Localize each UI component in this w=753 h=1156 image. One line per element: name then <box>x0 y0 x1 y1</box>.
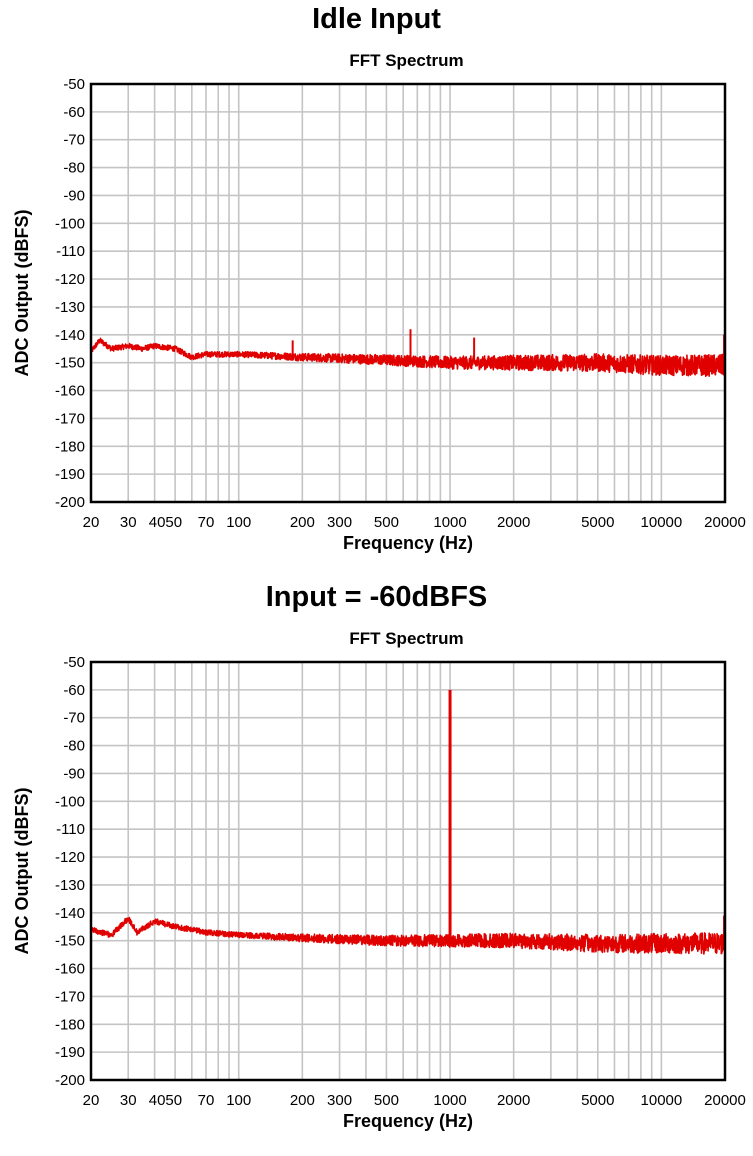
y-tick-label: -130 <box>55 299 85 316</box>
y-tick-label: -180 <box>55 438 85 455</box>
x-tick-label: 20000 <box>704 514 746 531</box>
x-tick-label: 20 <box>83 514 100 531</box>
x-tick-label: 300 <box>327 1092 352 1109</box>
y-axis-label: ADC Output (dBFS) <box>12 210 32 377</box>
y-tick-label: -80 <box>63 160 85 177</box>
x-tick-label: 10000 <box>641 1092 683 1109</box>
x-tick-label: 20000 <box>704 1092 746 1109</box>
y-tick-label: -130 <box>55 877 85 894</box>
y-tick-label: -160 <box>55 383 85 400</box>
x-tick-label: 100 <box>226 514 251 531</box>
y-tick-label: -190 <box>55 1044 85 1061</box>
x-tick-label: 70 <box>198 1092 215 1109</box>
x-tick-label: 500 <box>374 514 399 531</box>
x-axis-label: Frequency (Hz) <box>343 533 473 553</box>
x-tick-label: 20 <box>83 1092 100 1109</box>
y-tick-label: -140 <box>55 327 85 344</box>
y-tick-label: -170 <box>55 410 85 427</box>
y-tick-label: -120 <box>55 271 85 288</box>
plot-border <box>89 82 727 504</box>
y-tick-label: -160 <box>55 961 85 978</box>
x-tick-label: 2000 <box>497 1092 530 1109</box>
plot-border <box>89 660 727 1082</box>
x-tick-label: 30 <box>120 514 137 531</box>
x-tick-label: 5000 <box>581 514 614 531</box>
y-axis-label: ADC Output (dBFS) <box>12 788 32 955</box>
y-tick-label: -80 <box>63 738 85 755</box>
y-tick-label: -190 <box>55 466 85 483</box>
x-tick-label: 100 <box>226 1092 251 1109</box>
y-tick-label: -200 <box>55 494 85 511</box>
x-tick-label: 5000 <box>581 1092 614 1109</box>
plot-area: -50 -60 -70 -80 -90 -100 -110 -120 -130 -140 -150 -… <box>12 76 746 553</box>
y-tick-label: -200 <box>55 1072 85 1089</box>
plot-area: -50 -60 -70 -80 -90 -100 -110 -120 -130 -140 -150 -… <box>12 654 746 1131</box>
x-tick-label: 300 <box>327 514 352 531</box>
x-tick-label: 4050 <box>149 514 182 531</box>
x-tick-label: 1000 <box>433 1092 466 1109</box>
y-tick-label: -60 <box>63 682 85 699</box>
chart-subtitle: FFT Spectrum <box>349 51 464 70</box>
x-tick-label: 500 <box>374 1092 399 1109</box>
y-tick-label: -150 <box>55 355 85 372</box>
x-tick-label: 200 <box>290 514 315 531</box>
x-tick-label: 70 <box>198 514 215 531</box>
chart-idle-input: Idle Input FFT Spectrum -50 -60 -70 -80 -90-… <box>12 3 746 553</box>
y-tick-label: -90 <box>63 765 85 782</box>
x-tick-label: 4050 <box>149 1092 182 1109</box>
x-axis-label: Frequency (Hz) <box>343 1111 473 1131</box>
y-tick-label: -180 <box>55 1016 85 1033</box>
y-tick-label: -140 <box>55 905 85 922</box>
y-tick-label: -90 <box>63 187 85 204</box>
x-tick-label: 200 <box>290 1092 315 1109</box>
y-tick-label: -120 <box>55 849 85 866</box>
y-tick-label: -100 <box>55 215 85 232</box>
y-tick-label: -170 <box>55 988 85 1005</box>
chart-title: Input = -60dBFS <box>265 581 488 613</box>
chart-input-60dbfs: Input = -60dBFS FFT Spectrum -50 -60 -70 -8… <box>0 578 753 1156</box>
y-tick-label: -70 <box>63 132 85 149</box>
x-tick-label: 30 <box>120 1092 137 1109</box>
x-tick-label: 1000 <box>433 514 466 531</box>
y-tick-label: -110 <box>56 243 85 260</box>
y-tick-label: -70 <box>63 710 85 727</box>
y-tick-label: -100 <box>55 793 85 810</box>
chart-subtitle: FFT Spectrum <box>349 629 464 648</box>
x-tick-label: 10000 <box>641 514 683 531</box>
y-tick-label: -150 <box>55 933 85 950</box>
y-tick-label: -50 <box>63 76 85 93</box>
x-tick-label: 2000 <box>497 514 530 531</box>
chart-title: Idle Input <box>312 3 441 35</box>
spectrum-trace <box>90 916 726 955</box>
y-tick-label: -60 <box>63 104 85 121</box>
y-tick-label: -110 <box>56 821 85 838</box>
y-tick-label: -50 <box>63 654 85 671</box>
spectrum-trace <box>90 337 726 377</box>
